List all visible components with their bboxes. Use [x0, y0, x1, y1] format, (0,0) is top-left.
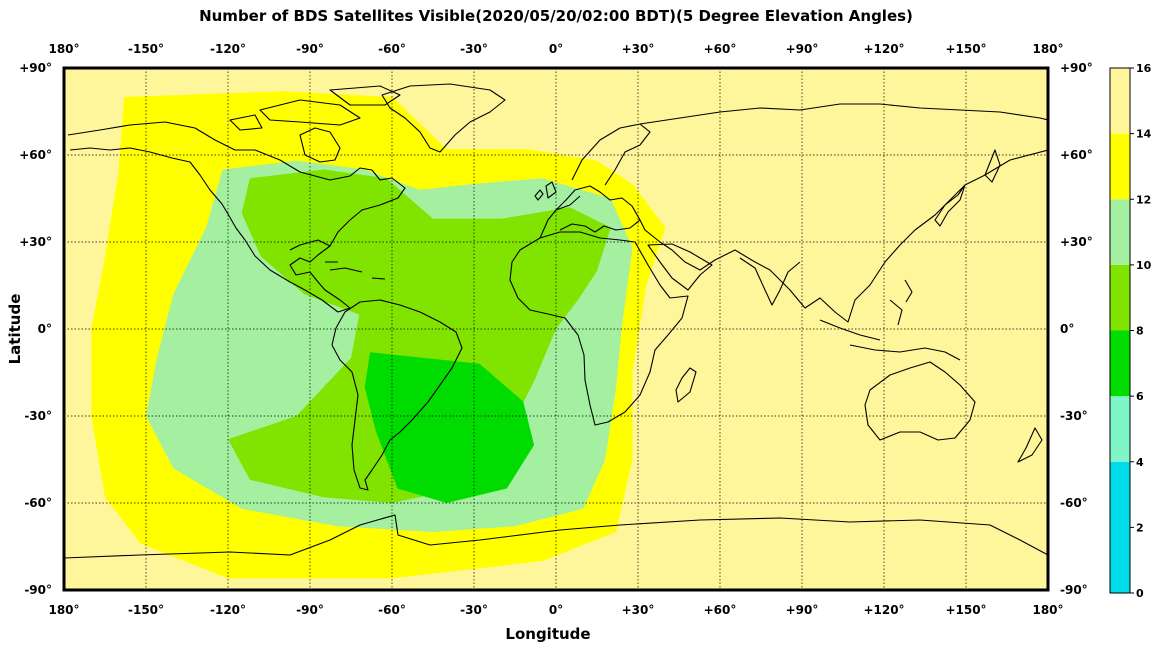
- coastline-arctic-islands: [229, 85, 401, 131]
- coastlines: [64, 83, 1048, 559]
- colorbar-bin: [1110, 133, 1130, 200]
- colorbar-bin: [1110, 461, 1130, 593]
- x-tick-label-top: -60°: [378, 42, 406, 56]
- y-tick-label-right: -60°: [1060, 496, 1088, 510]
- x-tick-label-top: +90°: [786, 42, 819, 56]
- y-axis-label: Latitude: [6, 294, 24, 365]
- y-axis-right: +90° +60° +30° 0° -30° -60° -90°: [1060, 61, 1093, 597]
- coastline-gulf-of-mexico: [289, 239, 338, 263]
- coastline-new-zealand: [1017, 427, 1043, 463]
- visibility-regions: [91, 91, 666, 579]
- x-tick-label-top: 0°: [549, 42, 563, 56]
- chart-title: Number of BDS Satellites Visible(2020/05…: [199, 7, 913, 25]
- x-tick-label-bottom: -150°: [128, 603, 164, 617]
- x-tick-label-bottom: +90°: [786, 603, 819, 617]
- y-tick-label-left: -60°: [24, 496, 52, 510]
- x-tick-label-bottom: 180°: [48, 603, 79, 617]
- colorbar-bin: [1110, 330, 1130, 397]
- map-frame: [62, 66, 1050, 592]
- y-tick-label-right: 0°: [1060, 322, 1074, 336]
- x-tick-label-top: 180°: [1032, 42, 1063, 56]
- region-3: [364, 352, 535, 503]
- y-tick-label-right: -30°: [1060, 409, 1088, 423]
- coastline-british-isles: [534, 181, 557, 201]
- colorbar-bin: [1110, 396, 1130, 462]
- x-axis-bottom: 180° -150° -120° -90° -60° -30° 0° +30° +60° +90°…: [48, 603, 1063, 617]
- x-tick-label-bottom: +150°: [945, 603, 986, 617]
- colorbar-bin: [1110, 264, 1130, 331]
- coastline-arabian-peninsula: [647, 243, 713, 291]
- coastline-antarctica: [64, 514, 1048, 559]
- x-tick-label-bottom: 0°: [549, 603, 563, 617]
- colorbar-tick-label: 0: [1136, 587, 1144, 600]
- colorbar-tick-label: 2: [1136, 521, 1144, 534]
- x-tick-label-top: +120°: [863, 42, 904, 56]
- coastline-europe: [539, 185, 641, 239]
- colorbar-bin: [1110, 68, 1130, 134]
- colorbar-tick-label: 14: [1136, 128, 1152, 141]
- coastline-kamchatka: [984, 149, 1001, 183]
- colorbar-tick-label: 6: [1136, 390, 1144, 403]
- x-tick-label-bottom: -90°: [296, 603, 324, 617]
- colorbar-tick-label: 12: [1136, 193, 1151, 206]
- x-tick-label-top: +30°: [622, 42, 655, 56]
- x-tick-label-bottom: +120°: [863, 603, 904, 617]
- x-tick-label-bottom: -120°: [210, 603, 246, 617]
- y-tick-label-left: +30°: [19, 235, 52, 249]
- x-axis-label: Longitude: [505, 625, 590, 643]
- x-tick-label-top: +60°: [704, 42, 737, 56]
- region-2: [228, 169, 611, 503]
- x-tick-label-bottom: -30°: [460, 603, 488, 617]
- x-tick-label-bottom: +30°: [622, 603, 655, 617]
- x-tick-label-bottom: +60°: [704, 603, 737, 617]
- y-tick-label-left: -90°: [24, 583, 52, 597]
- y-tick-label-left: +90°: [19, 61, 52, 75]
- coastline-caribbean: [329, 267, 386, 280]
- grid-lines: [64, 68, 1048, 590]
- y-axis-left: +90° +60° +30° 0° -30° -60° -90°: [19, 61, 52, 597]
- y-tick-label-right: -90°: [1060, 583, 1088, 597]
- coastline-australia: [864, 361, 976, 441]
- y-tick-label-right: +90°: [1060, 61, 1093, 75]
- x-axis-top: 180° -150° -120° -90° -60° -30° 0° +30° +60° +90°…: [48, 42, 1063, 56]
- coastline-japan: [934, 184, 966, 227]
- colorbar: [1109, 67, 1131, 594]
- colorbar-tick-label: 4: [1136, 456, 1144, 469]
- coastline-southeast-asia: [819, 279, 961, 361]
- x-tick-label-top: +150°: [945, 42, 986, 56]
- colorbar-ticks: 0 2 4 6 8 10 12 14 16: [1130, 62, 1152, 600]
- coastline-north-america: [67, 121, 406, 313]
- x-tick-label-top: -150°: [128, 42, 164, 56]
- x-tick-label-bottom: -60°: [378, 603, 406, 617]
- x-tick-label-top: -30°: [460, 42, 488, 56]
- coastline-madagascar: [675, 367, 697, 403]
- y-tick-label-left: 0°: [38, 322, 52, 336]
- coastline-scandinavia: [571, 123, 651, 186]
- y-tick-label-right: +60°: [1060, 148, 1093, 162]
- colorbar-tick-label: 8: [1136, 325, 1144, 338]
- x-tick-label-bottom: 180°: [1032, 603, 1063, 617]
- colorbar-bin: [1110, 199, 1130, 265]
- y-tick-label-left: +60°: [19, 148, 52, 162]
- colorbar-tick-label: 10: [1136, 259, 1152, 272]
- colorbar-tick-label: 16: [1136, 62, 1152, 75]
- coastline-greenland: [381, 83, 506, 153]
- y-tick-label-left: -30°: [24, 409, 52, 423]
- y-tick-label-right: +30°: [1060, 235, 1093, 249]
- coastline-africa: [509, 231, 689, 426]
- x-tick-label-top: -90°: [296, 42, 324, 56]
- x-tick-label-top: 180°: [48, 42, 79, 56]
- x-tick-label-top: -120°: [210, 42, 246, 56]
- coastline-hudson-bay: [299, 127, 341, 163]
- coastline-india: [739, 257, 801, 306]
- coastline-south-america: [331, 299, 463, 491]
